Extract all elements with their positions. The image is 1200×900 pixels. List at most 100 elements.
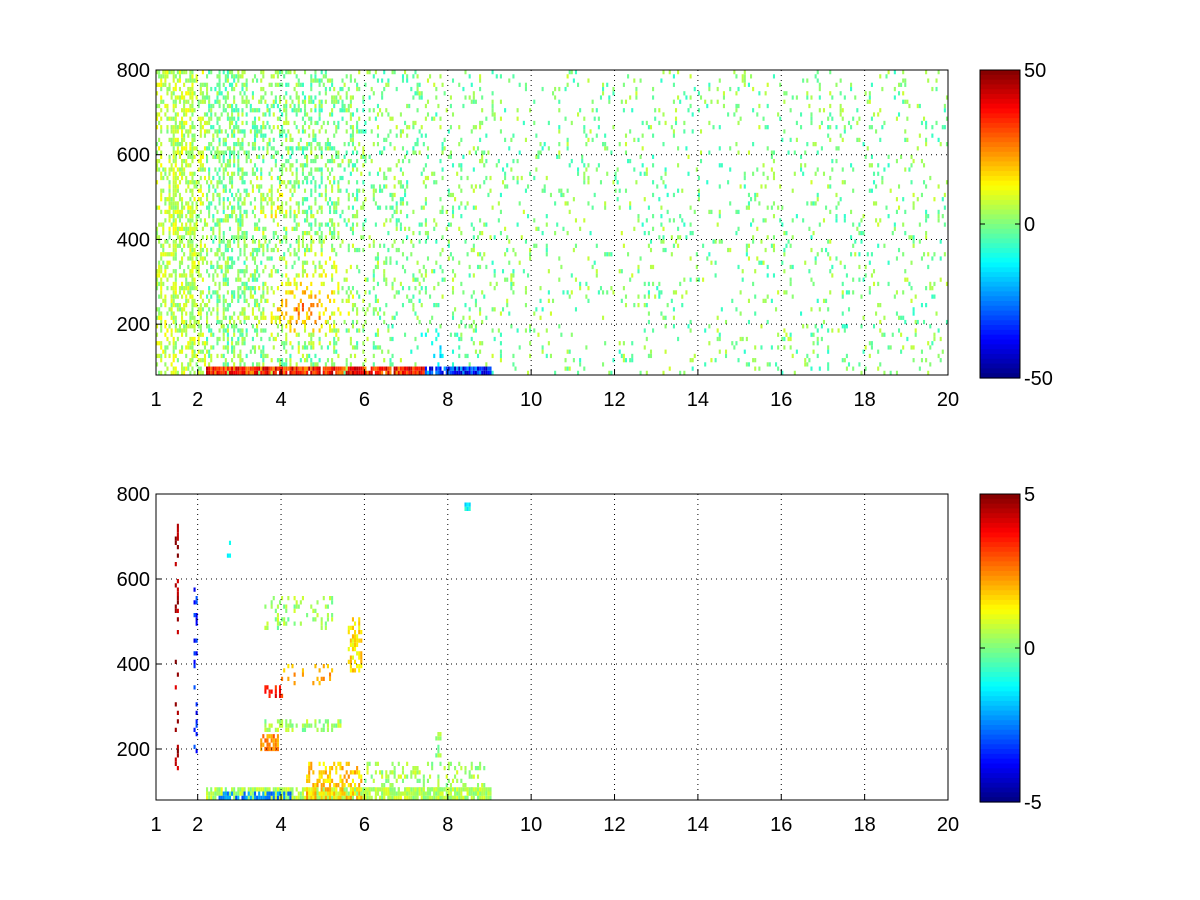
heatmap-cell [289, 243, 292, 248]
heatmap-cell [231, 103, 234, 109]
colorbar-swatch [980, 276, 1020, 283]
heatmap-cell [285, 133, 288, 138]
heatmap-cell [172, 353, 175, 359]
heatmap-cell [210, 370, 213, 375]
heatmap-cell [283, 226, 286, 231]
heatmap-cell [827, 345, 830, 350]
heatmap-cell [168, 324, 171, 329]
heatmap-cell [514, 366, 517, 371]
heatmap-cell [479, 125, 482, 130]
heatmap-cell [943, 205, 946, 210]
heatmap-cell [787, 239, 790, 244]
heatmap-cell [841, 116, 844, 121]
heatmap-cell [802, 218, 805, 223]
heatmap-cell [902, 222, 905, 227]
heatmap-cell [737, 86, 740, 92]
heatmap-cell [181, 120, 184, 126]
heatmap-cell [722, 91, 725, 96]
heatmap-cell [414, 70, 417, 75]
heatmap-cell [199, 366, 202, 371]
heatmap-cell [224, 95, 227, 100]
heatmap-cell [472, 125, 475, 130]
heatmap-cell [295, 239, 298, 244]
heatmap-cell [458, 370, 461, 375]
heatmap-cell [552, 298, 555, 303]
heatmap-cell [314, 137, 317, 143]
heatmap-cell [158, 273, 161, 278]
heatmap-cell [193, 370, 196, 375]
heatmap-cell [395, 226, 398, 231]
heatmap-cell [781, 205, 784, 210]
heatmap-cell [739, 184, 742, 189]
heatmap-cell [224, 99, 227, 104]
heatmap-cell [283, 74, 286, 79]
heatmap-cell [435, 180, 438, 185]
heatmap-cell [262, 311, 265, 316]
heatmap-cell [168, 307, 171, 312]
heatmap-cell [868, 99, 871, 104]
heatmap-cell [401, 197, 405, 202]
heatmap-cell [652, 281, 655, 287]
heatmap-cell [939, 336, 942, 342]
heatmap-cell [162, 247, 165, 253]
heatmap-cell [393, 277, 396, 282]
heatmap-cell [187, 86, 190, 92]
heatmap-cell [285, 341, 288, 346]
heatmap-cell [210, 235, 213, 240]
heatmap-cell [176, 146, 179, 151]
heatmap-cell [389, 260, 392, 265]
heatmap-cell [862, 230, 865, 236]
heatmap-cell [220, 180, 223, 185]
heatmap-cell [499, 209, 502, 215]
heatmap-cell [226, 171, 229, 176]
heatmap-cell [512, 175, 515, 181]
heatmap-cell [237, 201, 240, 206]
heatmap-cell [218, 175, 221, 181]
heatmap-cell [354, 163, 357, 168]
heatmap-cell [166, 239, 169, 244]
heatmap-cell [251, 307, 254, 312]
heatmap-cell [516, 108, 519, 113]
heatmap-cell [168, 82, 171, 87]
heatmap-cell [272, 137, 275, 143]
heatmap-cell [362, 349, 365, 354]
heatmap-cell [864, 366, 867, 371]
heatmap-cell [181, 150, 184, 155]
heatmap-cell [362, 108, 365, 113]
heatmap-cell [354, 247, 357, 253]
heatmap-cell [218, 154, 221, 159]
colorbar-swatch [980, 142, 1020, 148]
heatmap-cell [516, 158, 519, 164]
heatmap-cell [431, 341, 434, 346]
heatmap-cell [460, 175, 463, 181]
heatmap-cell [789, 281, 792, 287]
heatmap-cell [183, 286, 186, 291]
heatmap-cell [185, 214, 188, 219]
heatmap-cell [641, 222, 644, 227]
heatmap-cell [756, 226, 759, 231]
heatmap-cell [722, 103, 725, 109]
heatmap-cell [718, 336, 721, 342]
heatmap-cell [747, 192, 750, 198]
heatmap-cell [293, 86, 296, 92]
heatmap-cell [218, 218, 221, 223]
heatmap-cell [176, 294, 179, 299]
heatmap-cell [395, 86, 398, 92]
heatmap-cell [328, 112, 332, 117]
heatmap-cell [295, 112, 298, 117]
heatmap-cell [208, 171, 211, 176]
heatmap-cell [312, 129, 315, 134]
heatmap-cell [233, 353, 236, 359]
heatmap-cell [285, 362, 288, 367]
heatmap-cell [224, 137, 227, 143]
heatmap-cell [158, 167, 161, 172]
heatmap-cell [570, 158, 573, 164]
heatmap-cell [529, 324, 532, 329]
heatmap-cell [658, 197, 661, 202]
heatmap-cell [583, 218, 586, 223]
heatmap-cell [281, 192, 284, 198]
heatmap-cell [339, 366, 342, 371]
heatmap-cell [243, 243, 246, 248]
heatmap-cell [383, 273, 386, 278]
heatmap-cell [245, 281, 248, 287]
